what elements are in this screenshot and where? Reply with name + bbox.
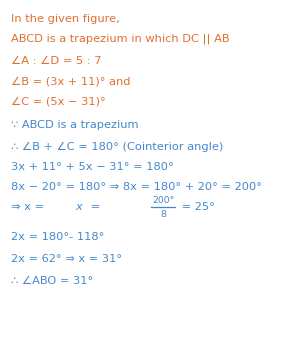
Text: 200°: 200°: [152, 196, 174, 205]
Text: ABCD is a trapezium in which DC || AB: ABCD is a trapezium in which DC || AB: [11, 34, 230, 45]
Text: 3x + 11° + 5x − 31° = 180°: 3x + 11° + 5x − 31° = 180°: [11, 162, 174, 172]
Text: ∠A : ∠D = 5 : 7: ∠A : ∠D = 5 : 7: [11, 56, 102, 66]
Text: =: =: [87, 202, 104, 212]
Text: 2x = 62° ⇒ x = 31°: 2x = 62° ⇒ x = 31°: [11, 254, 122, 264]
Text: In the given figure,: In the given figure,: [11, 14, 120, 24]
Text: = 25°: = 25°: [178, 202, 215, 212]
Text: ∠C = (5x − 31)°: ∠C = (5x − 31)°: [11, 96, 106, 106]
Text: ∠B = (3x + 11)° and: ∠B = (3x + 11)° and: [11, 76, 131, 86]
Text: 2x = 180°- 118°: 2x = 180°- 118°: [11, 232, 105, 242]
Text: ⇒ x =: ⇒ x =: [11, 202, 48, 212]
Text: ∴ ∠ABO = 31°: ∴ ∠ABO = 31°: [11, 276, 94, 286]
Text: ∵ ABCD is a trapezium: ∵ ABCD is a trapezium: [11, 120, 139, 130]
Text: ∴ ∠B + ∠C = 180° (Cointerior angle): ∴ ∠B + ∠C = 180° (Cointerior angle): [11, 142, 224, 152]
Text: 8x − 20° = 180° ⇒ 8x = 180° + 20° = 200°: 8x − 20° = 180° ⇒ 8x = 180° + 20° = 200°: [11, 182, 262, 192]
Text: 8: 8: [160, 210, 166, 219]
Text: x: x: [75, 202, 82, 212]
